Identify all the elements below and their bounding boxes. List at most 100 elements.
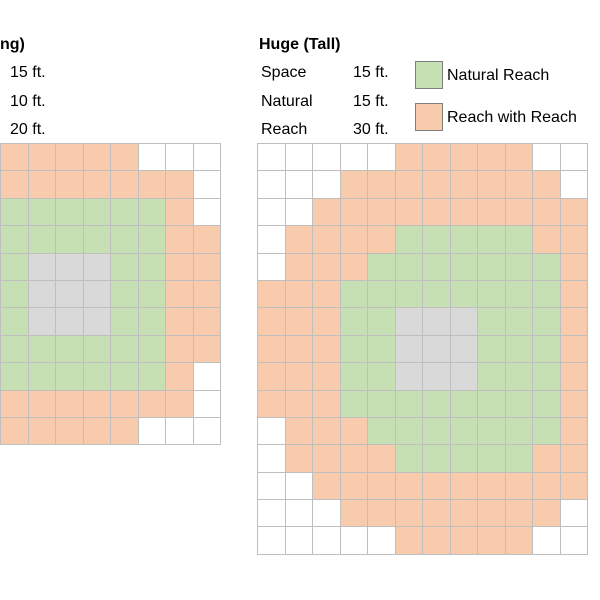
reach-cell (110, 389, 139, 418)
reach-cell (477, 197, 506, 227)
reach-cell (82, 142, 111, 172)
reach-cell (394, 499, 423, 528)
grid-row (0, 307, 221, 336)
reach-cell (504, 170, 533, 199)
reach-cell (82, 416, 111, 446)
natural-reach-cell (110, 307, 139, 336)
reach-cell (394, 142, 423, 172)
natural-reach-cell (339, 307, 368, 336)
natural-reach-cell (137, 307, 166, 336)
reach-cell (532, 225, 561, 254)
empty-cell (559, 499, 588, 528)
reach-cell (165, 197, 194, 227)
reach-cell (339, 197, 368, 227)
grid-row (0, 389, 221, 418)
reach-cell (257, 334, 286, 364)
natural-reach-cell (504, 444, 533, 473)
reach-cell (559, 252, 588, 281)
reach-cell (339, 416, 368, 446)
empty-cell (367, 526, 396, 555)
natural-reach-cell (27, 197, 56, 227)
grid-row (257, 526, 588, 555)
natural-reach-cell (532, 279, 561, 309)
grid-row (257, 279, 588, 309)
natural-reach-cell (477, 252, 506, 281)
empty-cell (312, 499, 341, 528)
grid-row (0, 279, 221, 309)
empty-cell (192, 416, 221, 446)
natural-reach-cell (27, 362, 56, 391)
natural-reach-cell (367, 252, 396, 281)
reach-cell (367, 225, 396, 254)
reach-cell (192, 225, 221, 254)
empty-cell (284, 197, 313, 227)
natural-reach-cell (422, 416, 451, 446)
reach-cell (504, 526, 533, 555)
creature-space-cell (27, 279, 56, 309)
reach-cell (367, 444, 396, 473)
natural-reach-legend-label: Natural Reach (447, 67, 550, 84)
creature-space-cell (422, 334, 451, 364)
empty-cell (559, 170, 588, 199)
empty-cell (257, 252, 286, 281)
reach-cell (284, 279, 313, 309)
reach-cell (449, 170, 478, 199)
natural-label: Natural (261, 93, 313, 110)
reach-cell (422, 170, 451, 199)
empty-cell (257, 197, 286, 227)
reach-with-reach-swatch (415, 103, 443, 131)
natural-reach-cell (504, 225, 533, 254)
grid-row (0, 142, 221, 172)
reach-cell (192, 252, 221, 281)
natural-reach-cell (110, 279, 139, 309)
natural-reach-cell (422, 389, 451, 418)
natural-reach-cell (82, 334, 111, 364)
reach-value: 30 ft. (353, 121, 389, 138)
creature-space-cell (27, 252, 56, 281)
reach-cell (27, 389, 56, 418)
grid-row (0, 334, 221, 364)
natural-reach-cell (110, 252, 139, 281)
reach-cell (165, 389, 194, 418)
natural-reach-cell (367, 279, 396, 309)
empty-cell (559, 142, 588, 172)
grid-row (257, 444, 588, 473)
natural-reach-cell (110, 197, 139, 227)
empty-cell (257, 416, 286, 446)
grid-row (257, 334, 588, 364)
creature-space-cell (449, 362, 478, 391)
empty-cell (559, 526, 588, 555)
creature-space-cell (422, 362, 451, 391)
reach-cell (559, 279, 588, 309)
natural-reach-cell (367, 362, 396, 391)
reach-cell (449, 471, 478, 501)
reach-cell (55, 170, 84, 199)
reach-cell (477, 499, 506, 528)
natural-reach-cell (532, 389, 561, 418)
reach-cell (110, 170, 139, 199)
reach-cell (504, 197, 533, 227)
natural-reach-cell (477, 307, 506, 336)
reach-cell (284, 389, 313, 418)
empty-cell (312, 170, 341, 199)
reach-cell (312, 307, 341, 336)
creature-space-cell (82, 279, 111, 309)
reach-cell (367, 499, 396, 528)
empty-cell (137, 416, 166, 446)
natural-reach-cell (367, 389, 396, 418)
left-natural-value: 10 ft. (10, 93, 46, 110)
natural-reach-cell (367, 307, 396, 336)
creature-space-cell (82, 252, 111, 281)
empty-cell (284, 142, 313, 172)
natural-reach-cell (137, 334, 166, 364)
natural-reach-cell (449, 252, 478, 281)
reach-cell (559, 416, 588, 446)
reach-cell (367, 170, 396, 199)
grid-row (257, 170, 588, 199)
empty-cell (367, 142, 396, 172)
empty-cell (284, 471, 313, 501)
space-label: Space (261, 64, 307, 81)
natural-reach-cell (449, 279, 478, 309)
creature-space-cell (422, 307, 451, 336)
grid-row (257, 252, 588, 281)
